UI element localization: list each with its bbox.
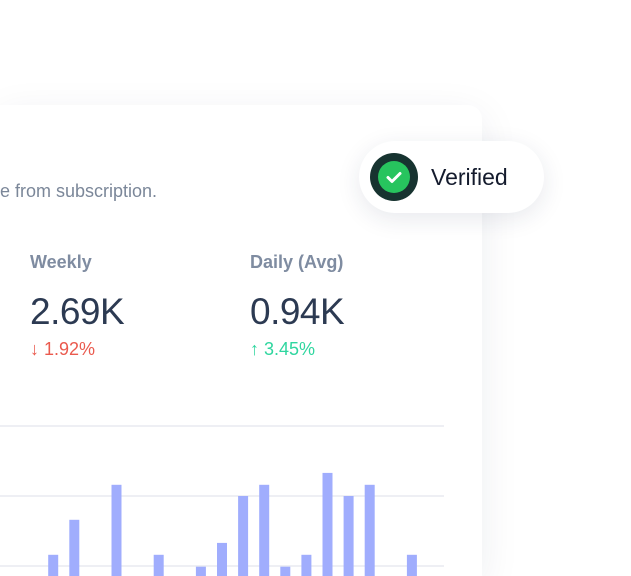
stat-value: 2.69K <box>30 291 125 332</box>
stat-change: ↑ 3.45% <box>250 339 344 360</box>
chart-bar <box>69 519 80 576</box>
chart-bar <box>238 496 249 576</box>
stat-value: 0.94K <box>250 291 345 332</box>
chart-bar <box>259 484 270 576</box>
card-subtitle: e from subscription. <box>0 181 158 201</box>
stat-change: ↓ 1.92% <box>30 339 124 360</box>
stat-daily: Daily (Avg) 0.94K ↑ 3.45% <box>250 252 345 360</box>
chart-bar <box>217 542 227 576</box>
chart-bar <box>48 554 59 576</box>
chart-bar <box>301 554 312 576</box>
chart-bar <box>111 484 122 576</box>
chart-bar <box>153 554 164 576</box>
stat-label: Daily (Avg) <box>250 252 344 272</box>
verified-badge: Verified <box>359 141 544 213</box>
chart-bar <box>364 484 375 576</box>
arrow-down-icon: ↓ <box>30 339 39 359</box>
stat-label: Weekly <box>30 252 92 272</box>
change-value: 3.45% <box>264 339 316 359</box>
chart-bar <box>280 566 291 576</box>
verified-label: Verified <box>431 164 508 190</box>
arrow-up-icon: ↑ <box>250 339 259 359</box>
chart-bar <box>343 496 354 576</box>
check-circle-icon <box>370 153 418 201</box>
chart-bar <box>322 472 333 576</box>
change-value: 1.92% <box>44 339 96 359</box>
stat-weekly: Weekly 2.69K ↓ 1.92% <box>30 252 125 360</box>
bar-chart <box>0 425 444 576</box>
chart-bar <box>406 554 417 576</box>
chart-bar <box>195 566 206 576</box>
